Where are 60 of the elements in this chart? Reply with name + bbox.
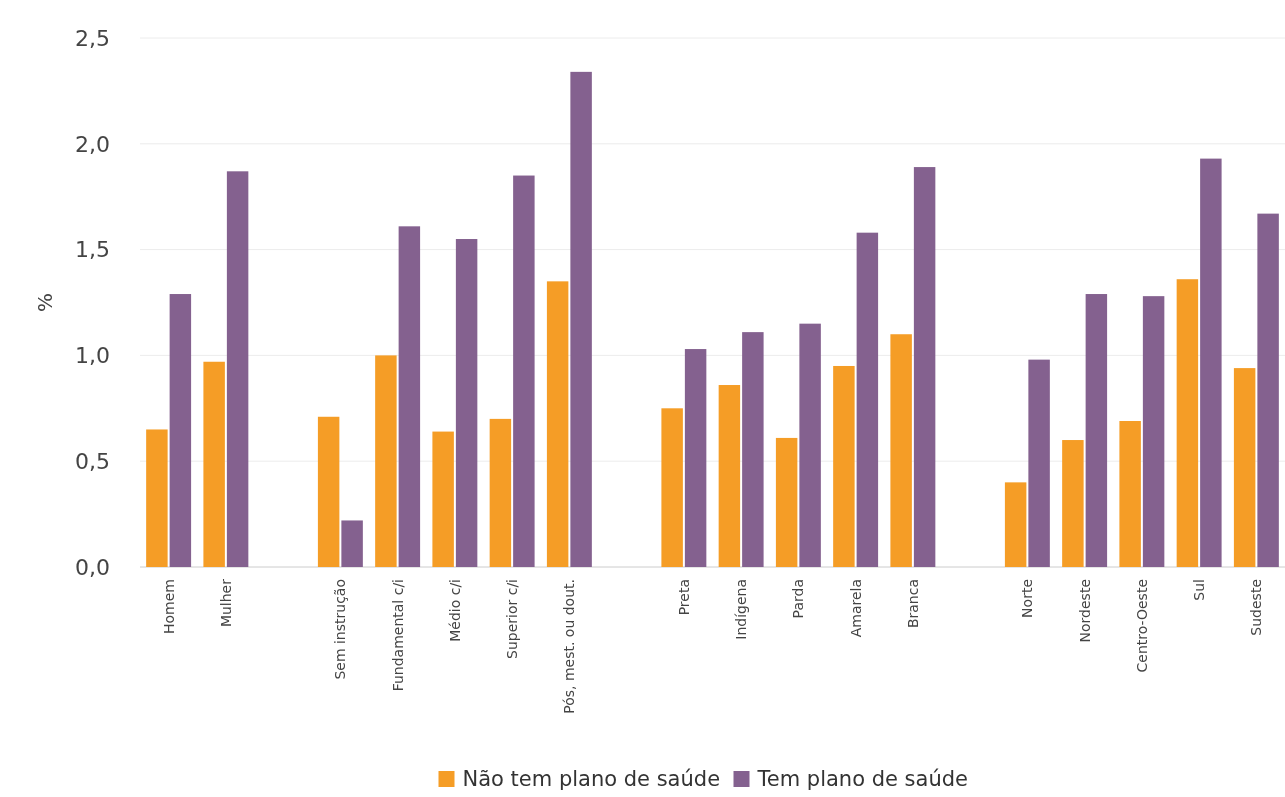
x-tick-label: Médio c/i [446,579,463,642]
x-tick-label: Sudeste [1248,579,1265,636]
bar [1200,158,1222,567]
bar [455,239,478,567]
x-tick-label: Parda [790,579,807,619]
bar [489,418,512,567]
x-tick-label: Norte [1019,579,1036,618]
bar [1176,279,1199,567]
bar [775,437,798,567]
bar [169,294,192,567]
bar [398,226,421,567]
bar [1062,440,1084,567]
x-tick-label: Sul [1191,579,1208,601]
bar [146,429,168,567]
legend-label: Tem plano de saúde [756,767,968,792]
bar [203,361,225,567]
bar [570,71,592,567]
bar [226,171,249,567]
x-tick-label: Preta [675,579,692,616]
bar [1257,213,1279,567]
y-tick-label: 2,5 [75,25,110,51]
bar [317,416,340,567]
x-tick-label: Superior c/i [504,579,521,659]
x-tick-label: Nordeste [1076,579,1093,643]
y-axis-title: % [33,292,57,313]
bar [1233,368,1256,567]
bar [1028,359,1050,567]
bar [546,281,569,567]
bar [1085,294,1108,567]
bar [1142,296,1165,567]
y-tick-label: 2,0 [75,131,110,157]
bar [799,323,821,567]
legend-label: Não tem plano de saúde [462,767,721,792]
bar [856,232,879,567]
x-tick-label: Centro-Oeste [1133,579,1150,673]
y-tick-label: 0,5 [75,448,110,474]
y-tick-label: 1,5 [75,237,110,263]
bar [341,520,363,567]
bar [375,355,397,567]
bar [661,408,683,567]
y-tick-label: 0,0 [75,554,110,580]
x-tick-label: Mulher [217,578,234,628]
x-tick-label: Fundamental c/i [389,579,406,692]
bar [1004,482,1027,567]
bar [684,349,707,567]
bar [718,385,741,567]
bar [742,332,764,567]
x-tick-label: Indígena [733,579,750,640]
bar [913,167,936,567]
bar [833,365,855,567]
bar [1119,421,1141,567]
bar [432,431,454,567]
x-tick-label: Pós, mest. ou dout. [561,579,578,714]
x-tick-label: Sem instrução [332,579,349,680]
x-tick-label: Branca [904,579,921,629]
bar [513,175,535,567]
x-tick-label: Homem [160,579,177,634]
x-tick-label: Amarela [847,579,864,638]
bar [890,334,912,567]
y-tick-label: 1,0 [75,343,110,369]
